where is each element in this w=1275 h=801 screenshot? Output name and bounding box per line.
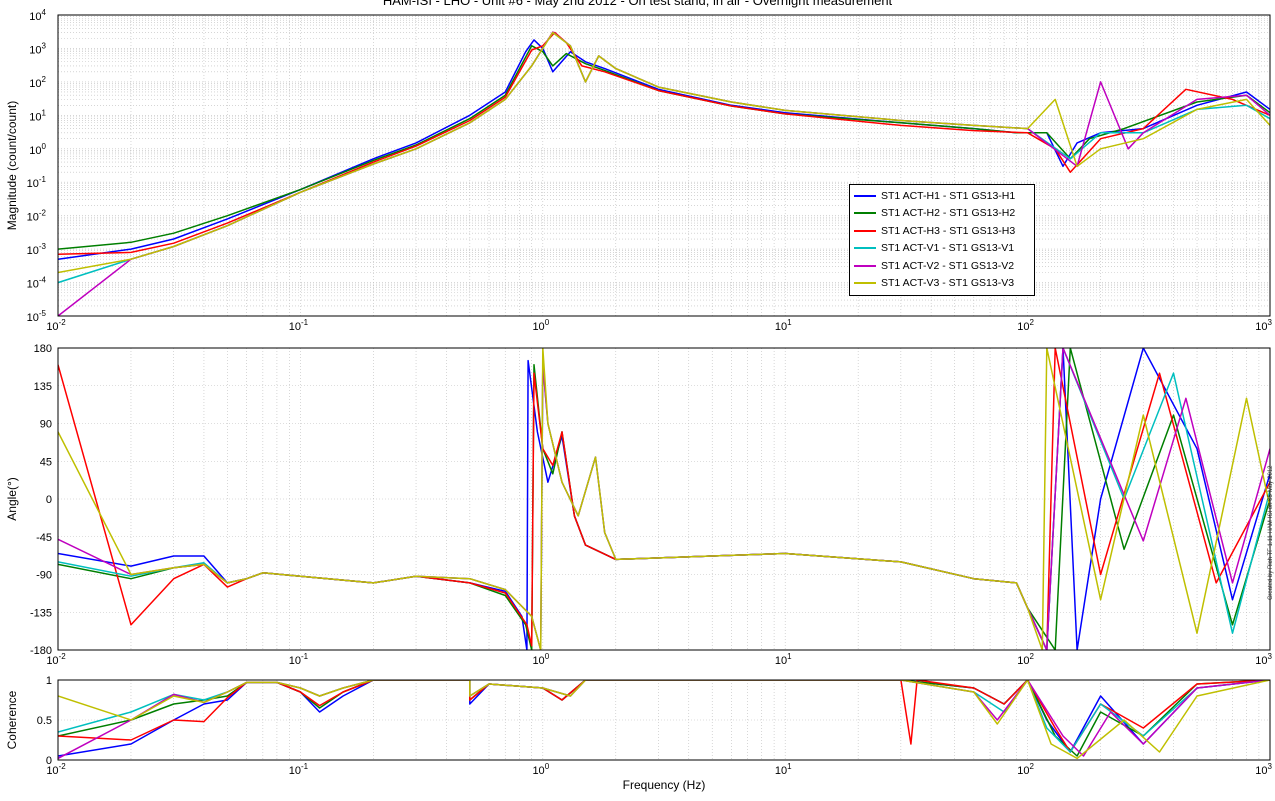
x-tick-label: 103 <box>1255 318 1272 333</box>
series-line-v1 <box>58 680 1270 753</box>
x-tick-label: 101 <box>775 318 792 333</box>
legend-entry-h2: ST1 ACT-H2 - ST1 GS13-H2 <box>854 205 1030 223</box>
x-tick-label: 10-2 <box>46 318 66 333</box>
legend-entry-h3: ST1 ACT-H3 - ST1 GS13-H3 <box>854 222 1030 240</box>
y-tick-label: -180 <box>30 645 52 657</box>
chart-title: HAM-ISI - LHO - Unit #6 - May 2nd 2012 -… <box>382 0 893 8</box>
series-line-v3 <box>58 680 1270 760</box>
legend-swatch <box>854 282 876 285</box>
x-tick-label: 103 <box>1255 762 1272 777</box>
legend-swatch <box>854 212 876 215</box>
y-axis-label: Coherence <box>5 690 19 749</box>
legend-swatch <box>854 264 876 267</box>
x-tick-label: 10-1 <box>289 652 309 667</box>
x-tick-label: 10-1 <box>289 762 309 777</box>
series-line-h1 <box>58 680 1270 757</box>
legend-label: ST1 ACT-V2 - ST1 GS13-V2 <box>881 259 1015 272</box>
y-tick-label: 102 <box>29 75 46 90</box>
y-tick-label: 135 <box>34 381 52 393</box>
x-axis-label: Frequency (Hz) <box>623 778 706 792</box>
x-tick-label: 100 <box>532 318 549 333</box>
y-tick-label: 10-1 <box>27 175 47 190</box>
y-tick-label: 1 <box>46 675 52 687</box>
legend: ST1 ACT-H1 - ST1 GS13-H1 ST1 ACT-H2 - ST… <box>849 184 1035 296</box>
y-tick-label: 10-3 <box>27 242 47 257</box>
y-tick-label: -90 <box>36 570 52 582</box>
legend-label: ST1 ACT-V1 - ST1 GS13-V1 <box>881 242 1015 255</box>
y-tick-label: 10-5 <box>27 309 47 324</box>
y-tick-label: 180 <box>34 343 52 355</box>
y-tick-label: 0 <box>46 494 52 506</box>
y-axis-label: Angle(°) <box>5 477 19 520</box>
x-tick-label: 101 <box>775 762 792 777</box>
y-tick-label: 10-4 <box>27 276 47 291</box>
series-line-h3 <box>58 31 1270 256</box>
series-line-h1 <box>58 39 1270 260</box>
y-axis-label: Magnitude (count/count) <box>5 101 19 230</box>
x-tick-label: 10-2 <box>46 652 66 667</box>
legend-swatch <box>854 229 876 232</box>
legend-label: ST1 ACT-H2 - ST1 GS13-H2 <box>881 207 1016 220</box>
plot-frame <box>57 679 1271 761</box>
y-tick-label: 10-2 <box>27 209 47 224</box>
y-tick-label: 101 <box>29 108 46 123</box>
x-tick-label: 102 <box>1017 762 1034 777</box>
y-tick-label: 0 <box>46 755 52 767</box>
plot-frame <box>57 14 1271 317</box>
plot-frame <box>57 347 1271 651</box>
series-line-v3 <box>58 31 1270 274</box>
legend-label: ST1 ACT-V3 - ST1 GS13-V3 <box>881 277 1015 290</box>
x-tick-label: 100 <box>532 652 549 667</box>
y-tick-label: 0.5 <box>37 715 52 727</box>
series-line-v2 <box>58 31 1270 316</box>
legend-entry-h1: ST1 ACT-H1 - ST1 GS13-H1 <box>854 187 1030 205</box>
y-tick-label: -135 <box>30 607 52 619</box>
x-tick-label: 100 <box>532 762 549 777</box>
legend-entry-v2: ST1 ACT-V2 - ST1 GS13-V2 <box>854 257 1030 275</box>
x-tick-label: 10-1 <box>289 318 309 333</box>
legend-label: ST1 ACT-H1 - ST1 GS13-H1 <box>881 189 1016 202</box>
legend-label: ST1 ACT-H3 - ST1 GS13-H3 <box>881 224 1016 237</box>
legend-swatch <box>854 247 876 250</box>
legend-entry-v1: ST1 ACT-V1 - ST1 GS13-V1 <box>854 240 1030 258</box>
y-tick-label: 90 <box>40 419 52 431</box>
y-tick-label: 100 <box>29 142 46 157</box>
x-tick-label: 102 <box>1017 318 1034 333</box>
x-tick-label: 103 <box>1255 652 1272 667</box>
x-tick-label: 101 <box>775 652 792 667</box>
x-tick-label: 10-2 <box>46 762 66 777</box>
series-line-v3 <box>58 348 1270 650</box>
y-tick-label: 104 <box>29 8 46 23</box>
series-line-h2 <box>58 45 1270 250</box>
legend-swatch <box>854 194 876 197</box>
series-line-h3 <box>58 680 1270 753</box>
y-tick-label: 103 <box>29 41 46 56</box>
side-note: Created by Rich TF 1.11 HAM-ISI on 05-Ma… <box>1268 465 1274 600</box>
legend-entry-v3: ST1 ACT-V3 - ST1 GS13-V3 <box>854 275 1030 293</box>
x-tick-label: 102 <box>1017 652 1034 667</box>
y-tick-label: 45 <box>40 456 52 468</box>
y-tick-label: -45 <box>36 532 52 544</box>
